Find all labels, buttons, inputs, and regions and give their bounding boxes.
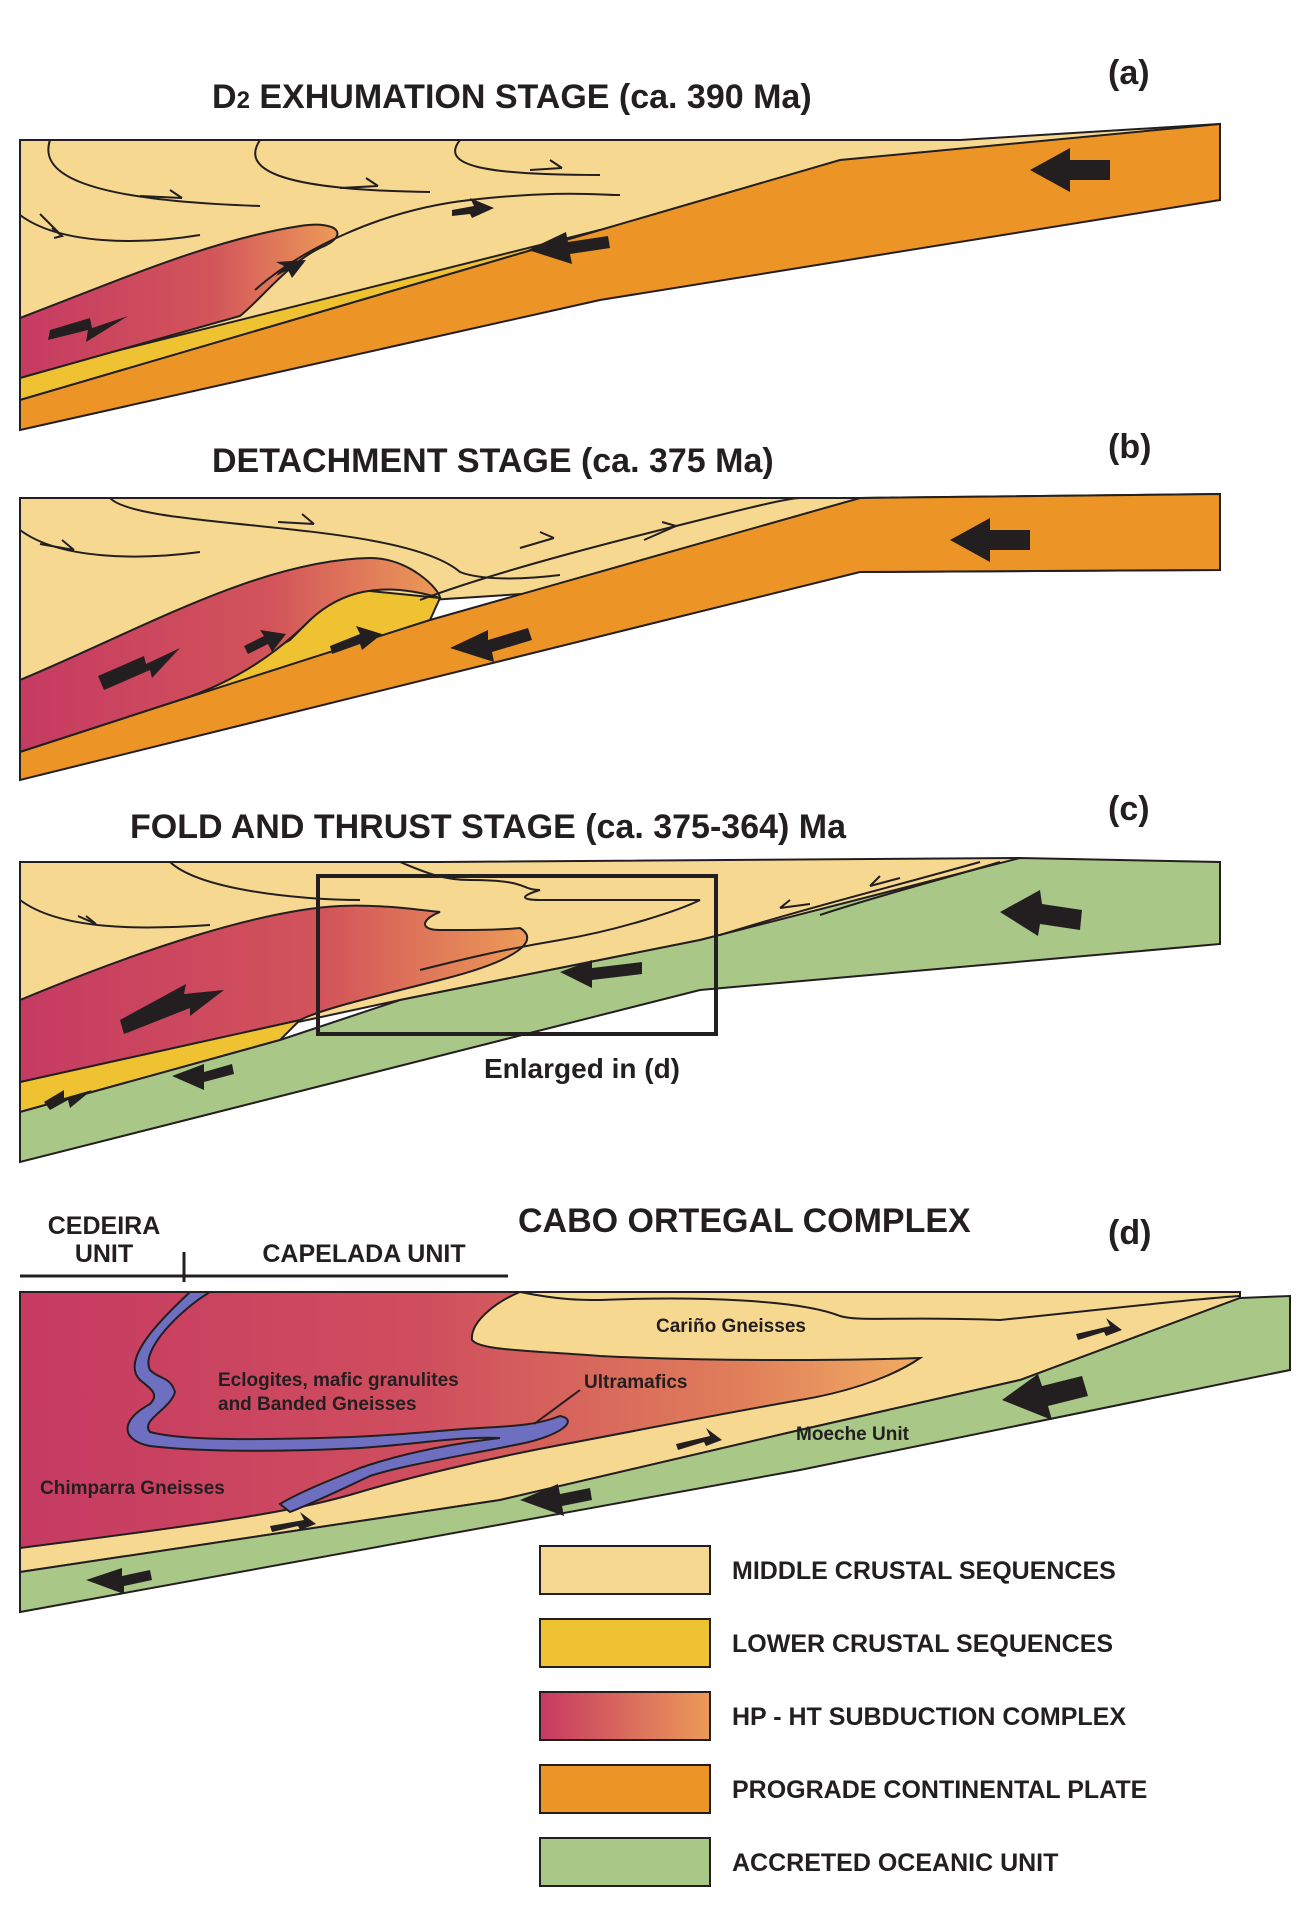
- hp-ht-complex-d: [19, 1291, 924, 1550]
- continental-plate-a: [19, 122, 1221, 432]
- panel-d: (d) CABO ORTEGAL COMPLEX CEDEIRA UNIT CA…: [19, 1202, 1291, 1614]
- shear-line-c2: [19, 899, 211, 929]
- shear-line-b1: [109, 497, 561, 580]
- legend-label-2: HP - HT SUBDUCTION COMPLEX: [732, 1703, 1126, 1731]
- shear-sense-marks-d: [270, 1318, 1122, 1532]
- unit-label-cedeira-line1: CEDEIRA: [48, 1212, 161, 1240]
- label-eclogites-line1: Eclogites, mafic granulites: [218, 1370, 459, 1391]
- panel-label-b: (b): [1108, 428, 1151, 466]
- unit-label-capelada: CAPELADA UNIT: [262, 1240, 465, 1268]
- shear-line-a3: [254, 139, 431, 193]
- legend-label-3: PROGRADE CONTINENTAL PLATE: [732, 1776, 1147, 1804]
- label-moeche-unit: Moeche Unit: [796, 1424, 910, 1445]
- shear-line-a2: [19, 214, 201, 242]
- panel-label-d: (d): [1108, 1214, 1151, 1252]
- motion-arrows-b: [98, 518, 1030, 690]
- panel-label-a: (a): [1108, 54, 1150, 92]
- legend-swatch-3: [539, 1764, 711, 1814]
- shear-sense-marks-a: [39, 159, 563, 239]
- shear-line-c4: [819, 861, 1001, 916]
- legend: MIDDLE CRUSTAL SEQUENCES LOWER CRUSTAL SE…: [539, 1545, 1147, 1887]
- unit-label-cedeira-line2: UNIT: [75, 1240, 133, 1268]
- fold-nappe-outline-c: [399, 861, 701, 971]
- shear-line-a5: [254, 192, 621, 291]
- legend-label-1: LOWER CRUSTAL SEQUENCES: [732, 1630, 1113, 1658]
- label-chimparra-gneisses: Chimparra Gneisses: [40, 1478, 225, 1499]
- panel-a: (a) D2 EXHUMATION STAGE (ca. 390 Ma): [19, 54, 1221, 432]
- ultramafics-band-d: [126, 1291, 569, 1514]
- oceanic-unit-d: [19, 1294, 1291, 1614]
- ultramafics-leader-line: [533, 1389, 581, 1425]
- legend-swatch-4: [539, 1837, 711, 1887]
- hp-ht-complex-c: [19, 904, 529, 1084]
- legend-swatch-1: [539, 1618, 711, 1668]
- oceanic-unit-c: [19, 856, 1221, 1164]
- shear-line-a1: [47, 139, 261, 207]
- legend-label-4: ACCRETED OCEANIC UNIT: [732, 1849, 1058, 1877]
- enlargement-box: [316, 874, 718, 1036]
- panel-title-a: D2 EXHUMATION STAGE (ca. 390 Ma): [212, 78, 812, 116]
- legend-swatch-0: [539, 1545, 711, 1595]
- shear-sense-marks-b: [39, 513, 677, 551]
- panel-title-c: FOLD AND THRUST STAGE (ca. 375-364) Ma: [130, 808, 847, 846]
- legend-swatch-2: [539, 1691, 711, 1741]
- shear-line-c1: [169, 861, 361, 901]
- panel-title-b: DETACHMENT STAGE (ca. 375 Ma): [212, 442, 774, 480]
- motion-arrows-a: [48, 148, 1110, 342]
- enlarged-note: Enlarged in (d): [484, 1053, 680, 1084]
- panel-title-a-prefix: D: [212, 78, 237, 116]
- shear-line-a4: [454, 139, 601, 176]
- shear-line-b2: [19, 529, 201, 558]
- panel-title-a-rest: EXHUMATION STAGE (ca. 390 Ma): [250, 78, 812, 116]
- motion-arrows-d: [86, 1374, 1088, 1594]
- panel-c: (c) FOLD AND THRUST STAGE (ca. 375-364) …: [19, 790, 1221, 1164]
- shear-line-c3: [719, 861, 981, 936]
- panel-title-d: CABO ORTEGAL COMPLEX: [518, 1202, 971, 1240]
- fold-outline-carino: [519, 1291, 1241, 1322]
- hp-ht-complex-b: [19, 556, 442, 754]
- label-eclogites-line2: and Banded Gneisses: [218, 1394, 417, 1415]
- label-carino-gneisses: Cariño Gneisses: [656, 1316, 806, 1337]
- motion-arrows-c: [44, 890, 1082, 1110]
- continental-plate-b: [19, 492, 1221, 782]
- label-ultramafics: Ultramafics: [584, 1372, 688, 1393]
- shear-line-b3: [419, 497, 801, 601]
- shear-sense-marks-c: [77, 875, 901, 925]
- legend-label-0: MIDDLE CRUSTAL SEQUENCES: [732, 1557, 1116, 1585]
- panel-label-c: (c): [1108, 790, 1150, 828]
- hp-ht-complex-a: [19, 223, 339, 380]
- panel-title-a-subscript: 2: [237, 87, 250, 114]
- panel-b: (b) DETACHMENT STAGE (ca. 375 Ma): [19, 428, 1221, 782]
